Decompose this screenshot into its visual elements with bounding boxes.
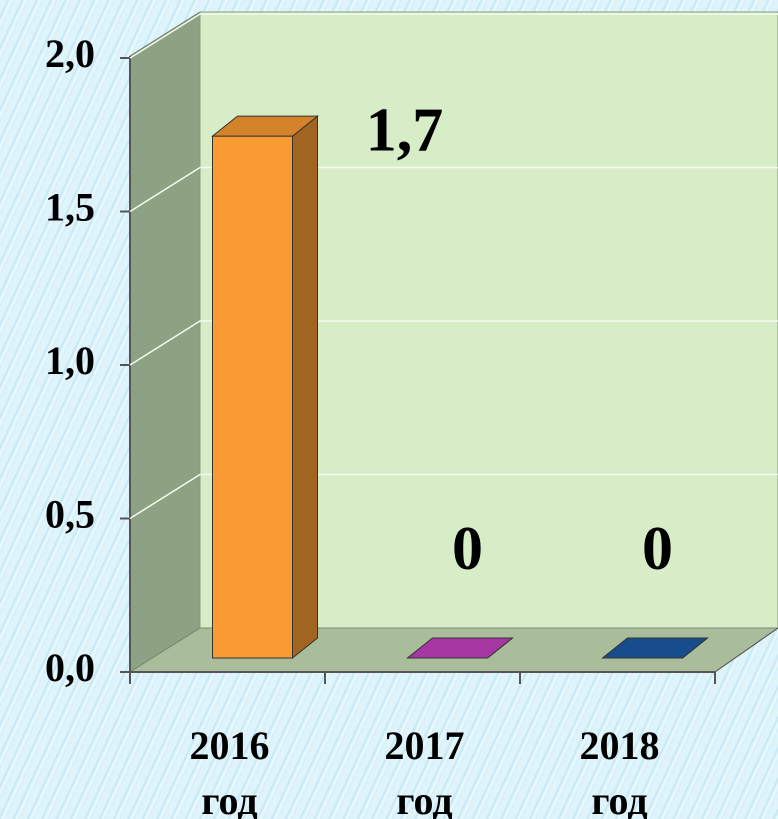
x-tick-label: 2018 год	[579, 723, 660, 819]
value-label: 0	[452, 515, 483, 583]
y-tick-label: 1,0	[45, 338, 95, 383]
grid-line	[129, 473, 778, 520]
x-tick-label: 2016 год	[189, 723, 270, 819]
grid-line	[129, 166, 778, 213]
side-wall	[129, 11, 201, 673]
y-tick-label: 0,5	[45, 492, 95, 537]
x-tick-label: 2017 год	[384, 723, 465, 819]
y-tick-label: 0,0	[45, 645, 95, 690]
bar-top	[406, 637, 514, 659]
bar-front	[212, 135, 293, 659]
value-label: 0	[642, 515, 673, 583]
y-tick-label: 2,0	[45, 31, 95, 76]
floor-edge	[714, 627, 778, 673]
bar-side	[292, 115, 318, 660]
value-label: 1,7	[366, 96, 444, 164]
grid-line	[129, 13, 778, 59]
y-tick-label: 1,5	[45, 185, 95, 230]
bar-top	[601, 637, 709, 659]
grid-line	[129, 320, 778, 366]
bar-top	[211, 115, 319, 137]
